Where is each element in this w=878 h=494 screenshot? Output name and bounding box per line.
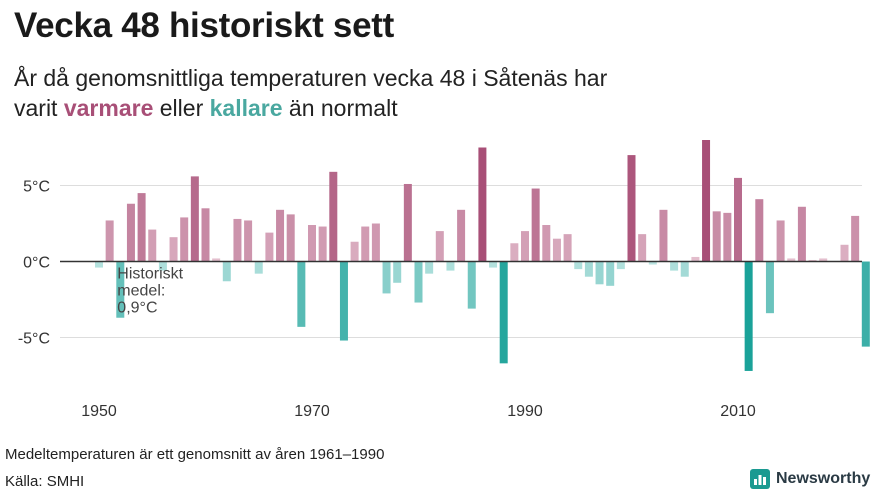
bar-1952: [116, 261, 125, 318]
bar-1960: [201, 208, 210, 262]
bar-1971: [318, 226, 327, 262]
bar-2001: [638, 234, 647, 262]
bar-1975: [361, 226, 370, 262]
annotation-line: Historiskt: [117, 266, 183, 283]
bar-2015: [787, 258, 796, 262]
bar-1981: [425, 261, 434, 274]
bar-1996: [584, 261, 593, 277]
bar-2007: [702, 140, 711, 262]
bar-1969: [297, 261, 306, 327]
bar-1998: [606, 261, 615, 286]
bar-1978: [393, 261, 402, 283]
bar-1968: [286, 214, 295, 262]
x-tick-label: 1990: [507, 403, 543, 420]
bar-1961: [212, 258, 221, 262]
bar-2004: [670, 261, 679, 271]
subtitle-cold-keyword: kallare: [209, 95, 283, 121]
bar-1997: [595, 261, 604, 285]
bar-1966: [265, 232, 274, 262]
bar-1980: [414, 261, 423, 303]
subtitle-line-1: År då genomsnittliga temperaturen vecka …: [14, 65, 608, 91]
bar-1992: [542, 225, 551, 262]
bar-1984: [457, 209, 466, 262]
bar-1989: [510, 243, 519, 262]
bar-1967: [276, 209, 285, 262]
chart-title: Vecka 48 historiskt sett: [14, 6, 394, 45]
bar-1964: [244, 220, 253, 262]
bar-2021: [851, 215, 860, 262]
footnote: Medeltemperaturen är ett genomsnitt av å…: [5, 446, 385, 463]
subtitle-mid: eller: [159, 95, 204, 121]
bar-chart-logo-icon: [750, 469, 770, 489]
source-note: Källa: SMHI: [5, 473, 85, 490]
bar-1953: [126, 203, 135, 262]
bar-1987: [489, 261, 498, 268]
bar-1995: [574, 261, 583, 270]
bar-1970: [308, 225, 316, 262]
bar-1972: [329, 171, 338, 262]
bar-2002: [648, 261, 657, 265]
bar-1990: [521, 231, 529, 262]
bar-2010: [734, 177, 742, 262]
x-tick-label: 1970: [294, 403, 330, 420]
y-tick-label: -5°C: [18, 331, 50, 348]
chart-subtitle: År då genomsnittliga temperaturen vecka …: [14, 63, 874, 123]
bar-1986: [478, 147, 487, 262]
x-tick-label: 2010: [720, 403, 756, 420]
bar-2012: [755, 199, 764, 262]
subtitle-prefix: varit: [14, 95, 58, 121]
bar-1957: [169, 237, 178, 262]
subtitle-warm-keyword: varmare: [63, 95, 154, 121]
bar-2003: [659, 209, 668, 262]
x-tick-label: 1950: [81, 403, 117, 420]
bar-1983: [446, 261, 455, 271]
bar-1993: [552, 238, 561, 262]
annotation-line: 0,9°C: [117, 300, 157, 317]
subtitle-suffix: än normalt: [288, 95, 398, 121]
bar-1956: [158, 261, 167, 271]
bar-1958: [180, 217, 189, 262]
bar-2005: [680, 261, 689, 277]
bar-2014: [776, 220, 785, 262]
bar-1963: [233, 218, 242, 262]
bar-1959: [190, 176, 199, 262]
y-tick-label: 0°C: [23, 255, 50, 272]
y-tick-label: 5°C: [23, 179, 50, 196]
newsworthy-brand[interactable]: Newsworthy: [750, 469, 870, 489]
bar-1973: [339, 261, 348, 341]
bar-1955: [148, 229, 157, 262]
bar-2017: [808, 259, 817, 262]
bar-1950: [95, 261, 103, 268]
bar-1982: [435, 231, 444, 262]
bar-1985: [467, 261, 476, 309]
bar-2008: [712, 211, 721, 262]
bar-1965: [254, 261, 263, 274]
bar-1991: [531, 188, 540, 262]
annotation-line: medel:: [117, 283, 165, 300]
bar-1951: [105, 220, 114, 262]
bar-1974: [350, 241, 359, 262]
bar-1962: [222, 261, 231, 282]
bar-2006: [691, 256, 700, 262]
bar-1979: [403, 183, 412, 262]
bar-2011: [744, 261, 753, 371]
bar-1977: [382, 261, 391, 294]
bar-1999: [616, 261, 625, 270]
bar-2000: [627, 155, 636, 262]
bar-2020: [840, 244, 849, 262]
bar-2016: [797, 206, 806, 262]
bar-1988: [499, 261, 508, 364]
bar-1954: [137, 193, 146, 262]
bar-2009: [723, 212, 732, 262]
bar-2022: [861, 261, 870, 347]
bar-2018: [819, 258, 828, 262]
brand-name: Newsworthy: [776, 470, 871, 487]
bar-1994: [563, 234, 572, 262]
bar-1976: [371, 223, 380, 262]
bar-2013: [765, 261, 774, 314]
